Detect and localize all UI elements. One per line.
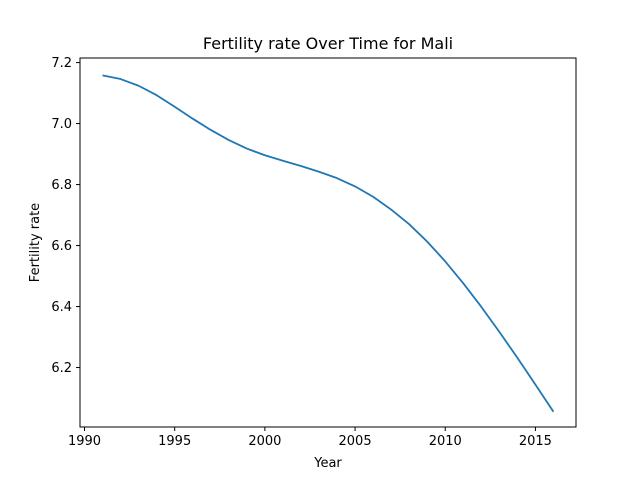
x-axis-label: Year bbox=[313, 456, 342, 471]
y-tick-label: 6.4 bbox=[51, 300, 72, 315]
x-tick-label: 2000 bbox=[248, 434, 281, 449]
y-tick-label: 7.2 bbox=[51, 56, 72, 71]
x-axis: 1990 1995 2000 2005 2010 2015 bbox=[68, 427, 552, 449]
y-tick-label: 6.6 bbox=[51, 239, 72, 254]
axes-frame bbox=[79, 57, 577, 428]
series-line bbox=[102, 74, 555, 413]
chart-title: Fertility rate Over Time for Mali bbox=[203, 34, 453, 53]
x-tick-label: 1995 bbox=[158, 434, 191, 449]
y-axis-label: Fertility rate bbox=[28, 203, 43, 282]
x-tick-label: 1990 bbox=[68, 434, 101, 449]
x-tick-label: 2010 bbox=[429, 434, 462, 449]
y-axis: 6.2 6.4 6.6 6.8 7.0 7.2 bbox=[51, 56, 80, 376]
x-tick-label: 2005 bbox=[339, 434, 372, 449]
y-tick-label: 6.8 bbox=[51, 178, 72, 193]
y-tick-label: 7.0 bbox=[51, 117, 72, 132]
y-tick-label: 6.2 bbox=[51, 361, 72, 376]
plot-area bbox=[102, 74, 555, 413]
x-tick-label: 2015 bbox=[519, 434, 552, 449]
